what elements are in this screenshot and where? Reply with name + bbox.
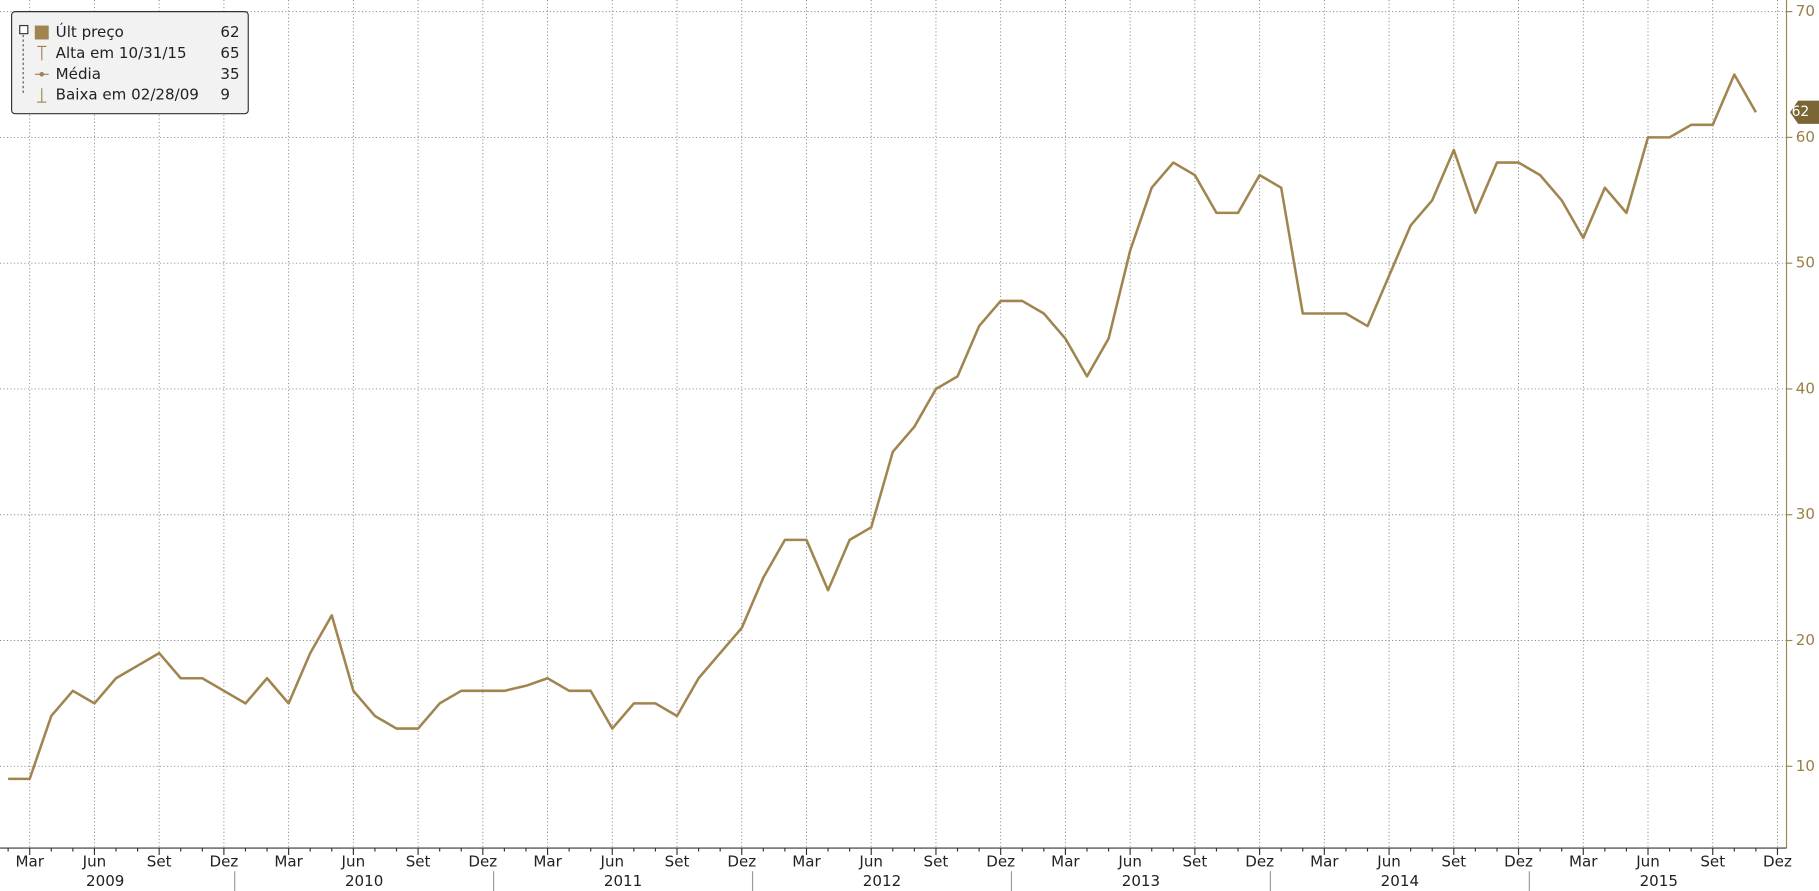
legend-label: Média	[56, 65, 101, 83]
x-tick-label: Set	[665, 852, 690, 870]
y-tick-label: 40	[1796, 379, 1815, 397]
x-tick-label: Dez	[727, 852, 756, 870]
legend-swatch	[34, 25, 49, 40]
year-label: 2009	[86, 872, 124, 890]
y-tick-label: 10	[1796, 757, 1815, 775]
x-tick-label: Mar	[1569, 852, 1598, 870]
year-label: 2015	[1640, 872, 1678, 890]
last-value-label: 62	[1792, 104, 1810, 120]
last-value-tag	[1789, 100, 1819, 124]
x-tick-label: Set	[1700, 852, 1725, 870]
x-tick-label: Dez	[209, 852, 238, 870]
y-tick-label: 20	[1796, 631, 1815, 649]
legend: Últ preço 62 Alta em 10/31/15 65 Média 35 Baix…	[11, 11, 249, 115]
year-label: 2011	[604, 872, 642, 890]
x-tick-label: Mar	[533, 852, 562, 870]
legend-icon	[39, 71, 45, 77]
x-tick-label: Jun	[1117, 852, 1142, 870]
y-tick-label: 50	[1796, 254, 1815, 272]
x-tick-label: Set	[1441, 852, 1466, 870]
legend-value: 9	[220, 86, 230, 104]
x-tick-label: Set	[406, 852, 431, 870]
y-tick-label: 60	[1796, 128, 1815, 146]
legend-value: 65	[220, 44, 239, 62]
legend-label: Baixa em 02/28/09	[56, 86, 199, 104]
x-tick-label: Jun	[858, 852, 883, 870]
y-tick-label: 70	[1796, 2, 1815, 20]
year-label: 2014	[1381, 872, 1419, 890]
x-tick-label: Jun	[600, 852, 625, 870]
x-tick-label: Dez	[468, 852, 497, 870]
x-tick-label: Set	[1182, 852, 1207, 870]
x-tick-label: Mar	[792, 852, 821, 870]
legend-label: Últ preço	[56, 22, 124, 41]
x-tick-label: Jun	[1376, 852, 1401, 870]
x-tick-label: Set	[147, 852, 172, 870]
x-tick-label: Mar	[1051, 852, 1080, 870]
x-tick-label: Mar	[1310, 852, 1339, 870]
legend-value: 35	[220, 65, 239, 83]
legend-label: Alta em 10/31/15	[56, 44, 187, 62]
year-label: 2012	[863, 872, 901, 890]
legend-value: 62	[220, 23, 239, 41]
x-tick-label: Set	[924, 852, 949, 870]
x-tick-label: Mar	[15, 852, 44, 870]
year-label: 2013	[1122, 872, 1160, 890]
y-tick-label: 30	[1796, 505, 1815, 523]
x-tick-label: Dez	[1245, 852, 1274, 870]
year-label: 2010	[345, 872, 383, 890]
legend-collapse	[19, 24, 29, 35]
x-tick-label: Jun	[1635, 852, 1660, 870]
price-line	[8, 73, 1757, 781]
x-tick-label: Jun	[82, 852, 107, 870]
x-tick-label: Dez	[1504, 852, 1533, 870]
x-tick-label: Mar	[274, 852, 303, 870]
x-tick-label: Dez	[986, 852, 1015, 870]
x-tick-label: Jun	[341, 852, 366, 870]
legend-box	[11, 11, 249, 115]
x-tick-label: Dez	[1763, 852, 1792, 870]
